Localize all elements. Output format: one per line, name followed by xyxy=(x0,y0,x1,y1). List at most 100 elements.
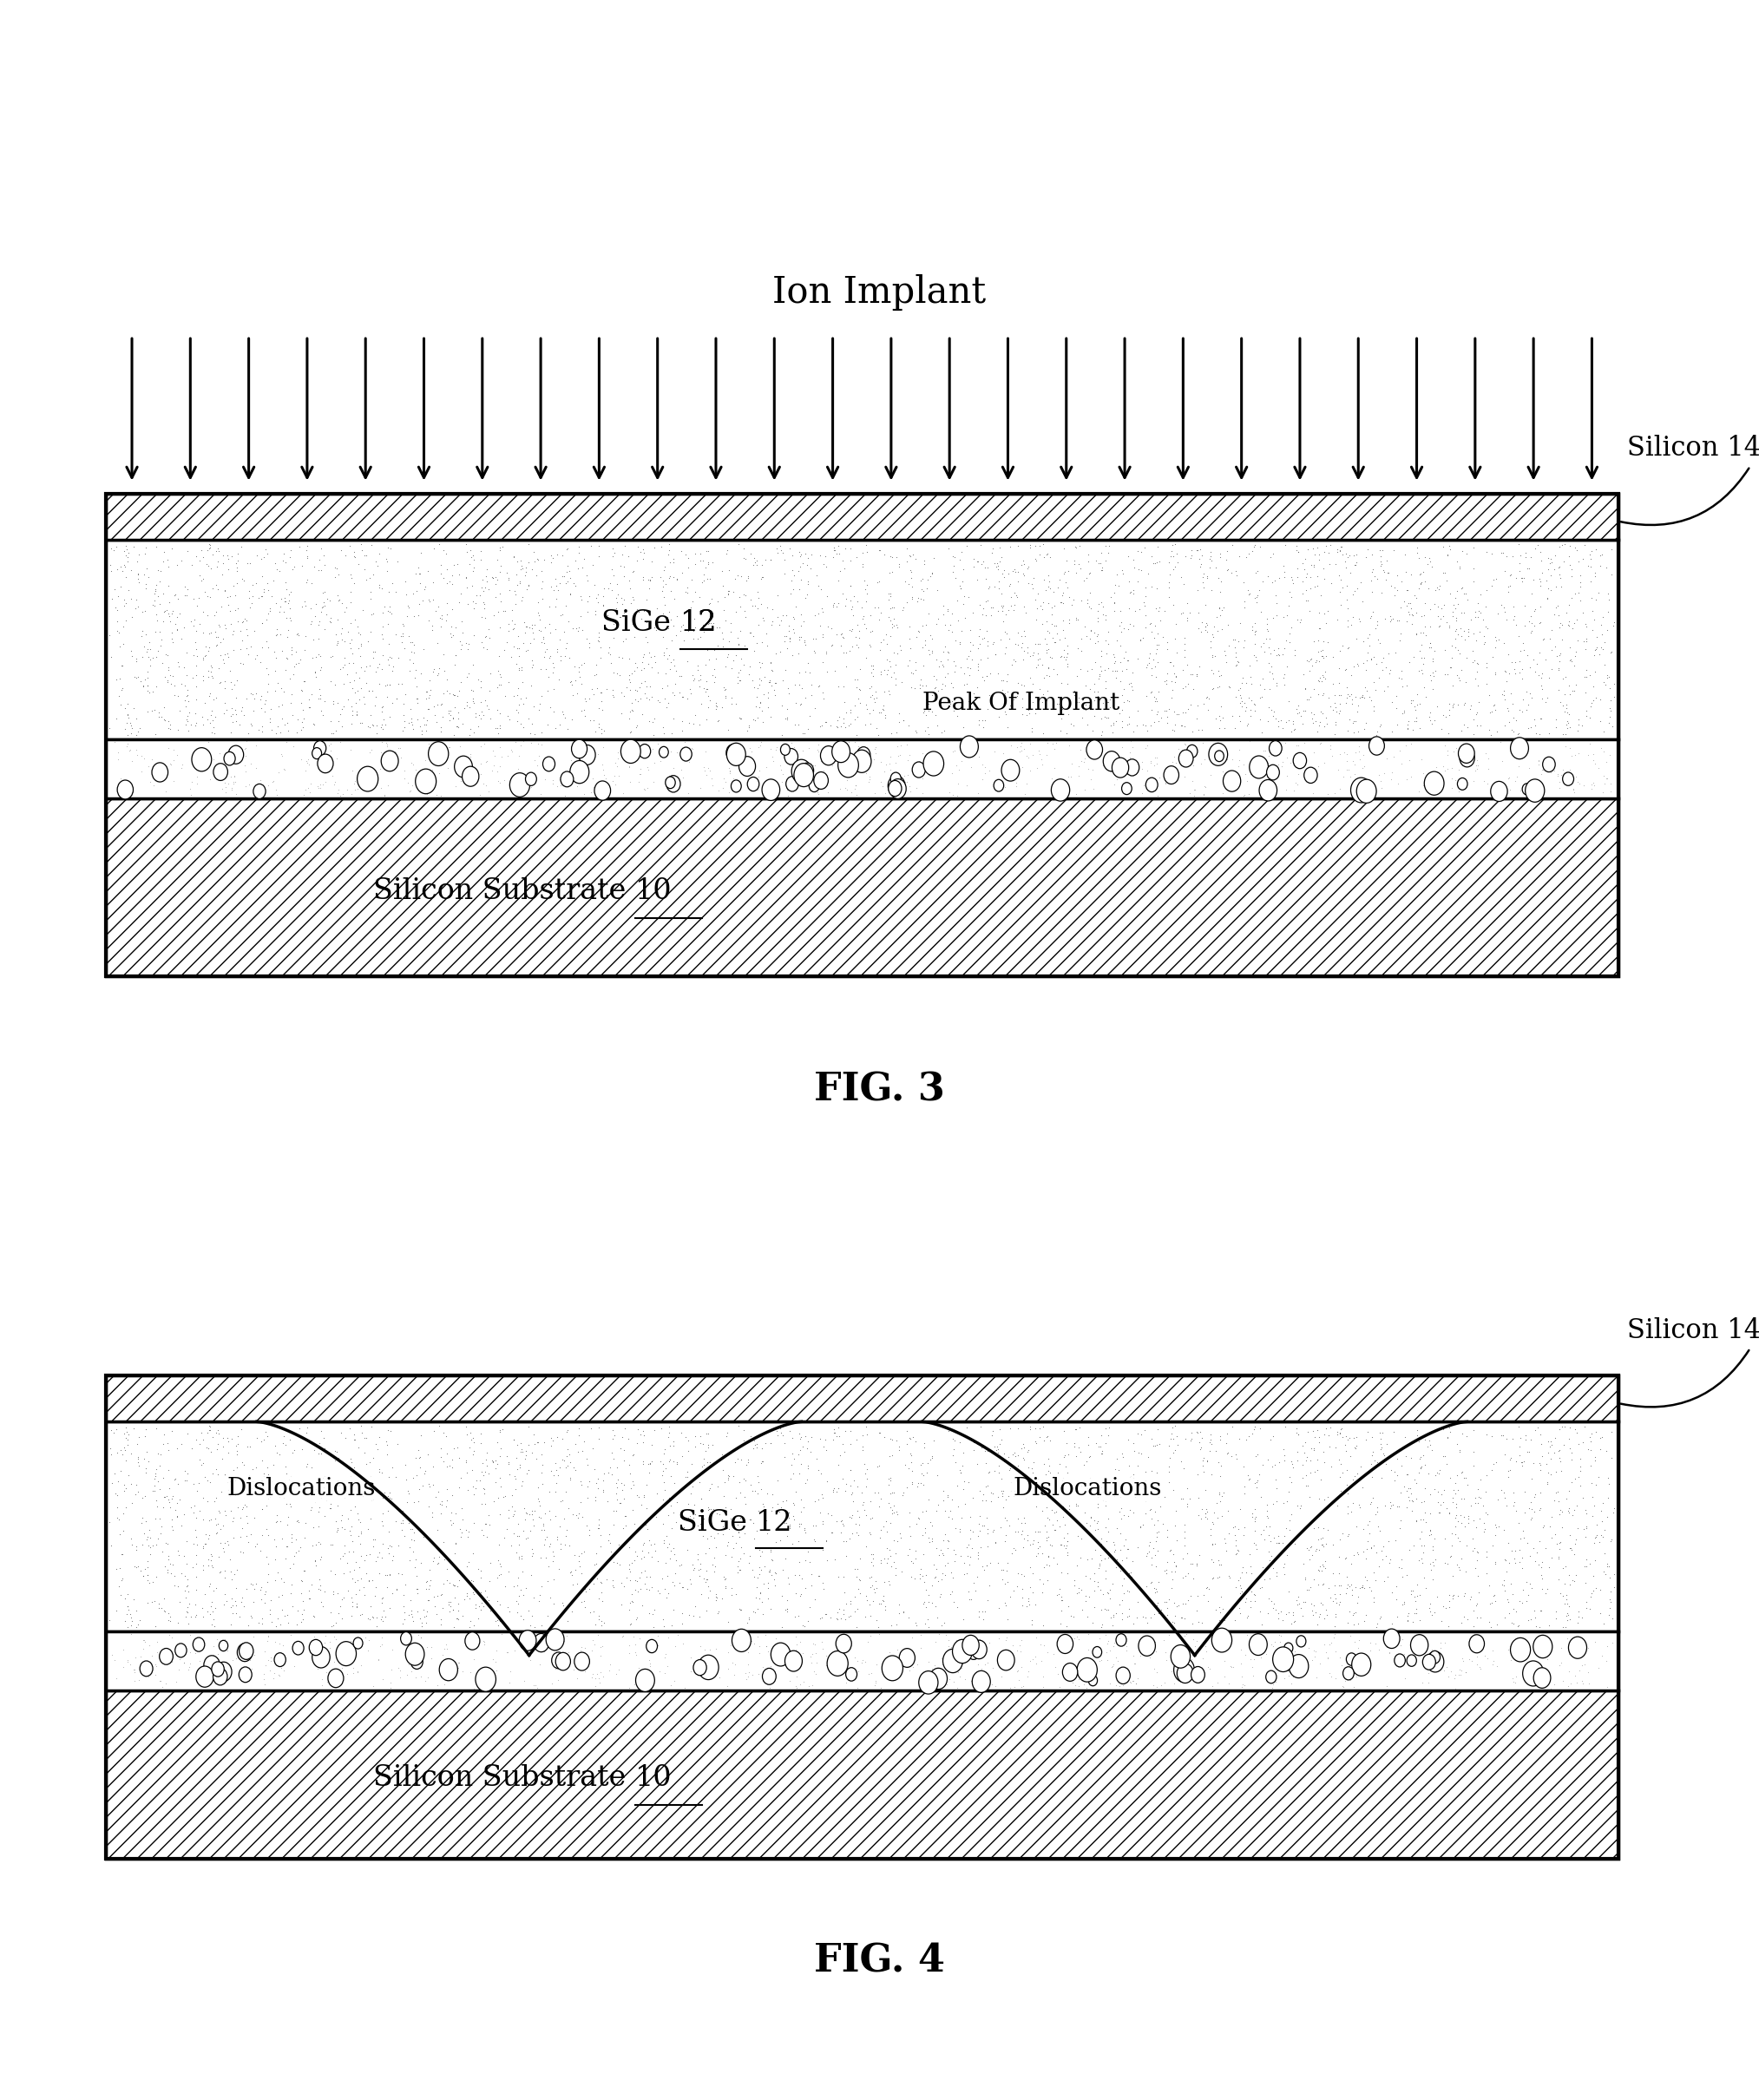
Point xyxy=(1303,1554,1332,1588)
Point xyxy=(1560,1493,1588,1527)
Point xyxy=(1231,1577,1259,1611)
Circle shape xyxy=(545,1630,565,1651)
Point xyxy=(1055,580,1084,613)
Point xyxy=(1194,1583,1223,1617)
Point xyxy=(1393,668,1421,701)
Point xyxy=(1043,1504,1071,1537)
Point xyxy=(1367,1462,1395,1495)
Point xyxy=(1052,1449,1080,1483)
Point xyxy=(1233,1457,1261,1491)
Point xyxy=(1091,1592,1119,1625)
Point xyxy=(982,1453,1010,1487)
Point xyxy=(1256,540,1284,573)
Point xyxy=(375,1537,403,1571)
Point xyxy=(1326,1522,1354,1556)
Point xyxy=(237,708,266,741)
Point xyxy=(1189,1449,1217,1483)
Point xyxy=(354,1634,382,1667)
Point xyxy=(1050,1413,1078,1447)
Point xyxy=(1179,1415,1207,1449)
Point xyxy=(522,559,551,592)
Point xyxy=(97,548,125,582)
Point xyxy=(1024,1514,1052,1548)
Point xyxy=(1558,773,1587,806)
Point xyxy=(533,708,561,741)
Point xyxy=(681,1590,709,1623)
Point xyxy=(978,590,1006,624)
Point xyxy=(445,624,473,657)
Point xyxy=(1245,529,1274,563)
Point xyxy=(223,1451,252,1485)
Point xyxy=(723,1527,751,1560)
Point xyxy=(1108,706,1136,739)
Point xyxy=(860,653,888,687)
Point xyxy=(1064,1621,1092,1655)
Point xyxy=(482,1634,510,1667)
Point xyxy=(552,1518,580,1552)
Point xyxy=(1358,596,1386,630)
Point xyxy=(1333,1424,1361,1457)
Point xyxy=(396,1583,424,1617)
Point xyxy=(1226,1634,1254,1667)
Point xyxy=(561,1640,589,1674)
Point xyxy=(547,1485,575,1518)
Point xyxy=(1564,1459,1592,1493)
Point xyxy=(1003,580,1031,613)
Point xyxy=(1062,1413,1091,1447)
Point xyxy=(160,764,188,798)
Point xyxy=(1054,636,1082,670)
Point xyxy=(157,1600,185,1634)
Point xyxy=(964,647,992,680)
Point xyxy=(1136,636,1164,670)
Point xyxy=(1444,1550,1472,1583)
Point xyxy=(1330,760,1358,794)
Point xyxy=(1084,588,1112,622)
Point xyxy=(880,603,908,636)
Point xyxy=(1383,1457,1411,1491)
Point xyxy=(1052,1609,1080,1642)
Point xyxy=(317,716,345,750)
Point xyxy=(1309,634,1337,668)
Point xyxy=(966,1409,994,1443)
Point xyxy=(419,1544,447,1577)
Point xyxy=(141,1648,169,1682)
Point xyxy=(345,1518,373,1552)
Point xyxy=(1098,1567,1126,1600)
Point xyxy=(624,594,653,628)
Point xyxy=(1228,1670,1256,1703)
Point xyxy=(355,1537,383,1571)
Point xyxy=(106,1455,134,1489)
Point xyxy=(894,1642,922,1676)
Point xyxy=(99,1638,127,1672)
Point xyxy=(415,584,443,617)
Point xyxy=(876,1609,904,1642)
Point xyxy=(686,1480,714,1514)
Point xyxy=(347,1621,375,1655)
Point xyxy=(1358,643,1386,676)
Point xyxy=(971,756,999,790)
Point xyxy=(1312,1411,1340,1445)
Point xyxy=(1008,750,1036,783)
Point xyxy=(186,1443,215,1476)
Point xyxy=(95,617,123,651)
Point xyxy=(653,1581,681,1615)
Point xyxy=(885,1432,913,1466)
Point xyxy=(336,1411,364,1445)
Point xyxy=(1398,1573,1427,1606)
Point xyxy=(447,764,475,798)
Point xyxy=(433,1564,461,1598)
Point xyxy=(1166,561,1194,594)
Point xyxy=(1388,662,1416,695)
Point xyxy=(544,632,572,666)
Point xyxy=(449,1502,477,1535)
Point xyxy=(471,559,500,592)
Point xyxy=(503,704,531,737)
Point xyxy=(130,1625,158,1659)
Point xyxy=(1150,1586,1179,1619)
Point xyxy=(999,1670,1027,1703)
Point xyxy=(1553,1581,1581,1615)
Point xyxy=(1402,1504,1430,1537)
Point xyxy=(1349,680,1377,714)
Point xyxy=(809,1504,837,1537)
Point xyxy=(639,561,667,594)
